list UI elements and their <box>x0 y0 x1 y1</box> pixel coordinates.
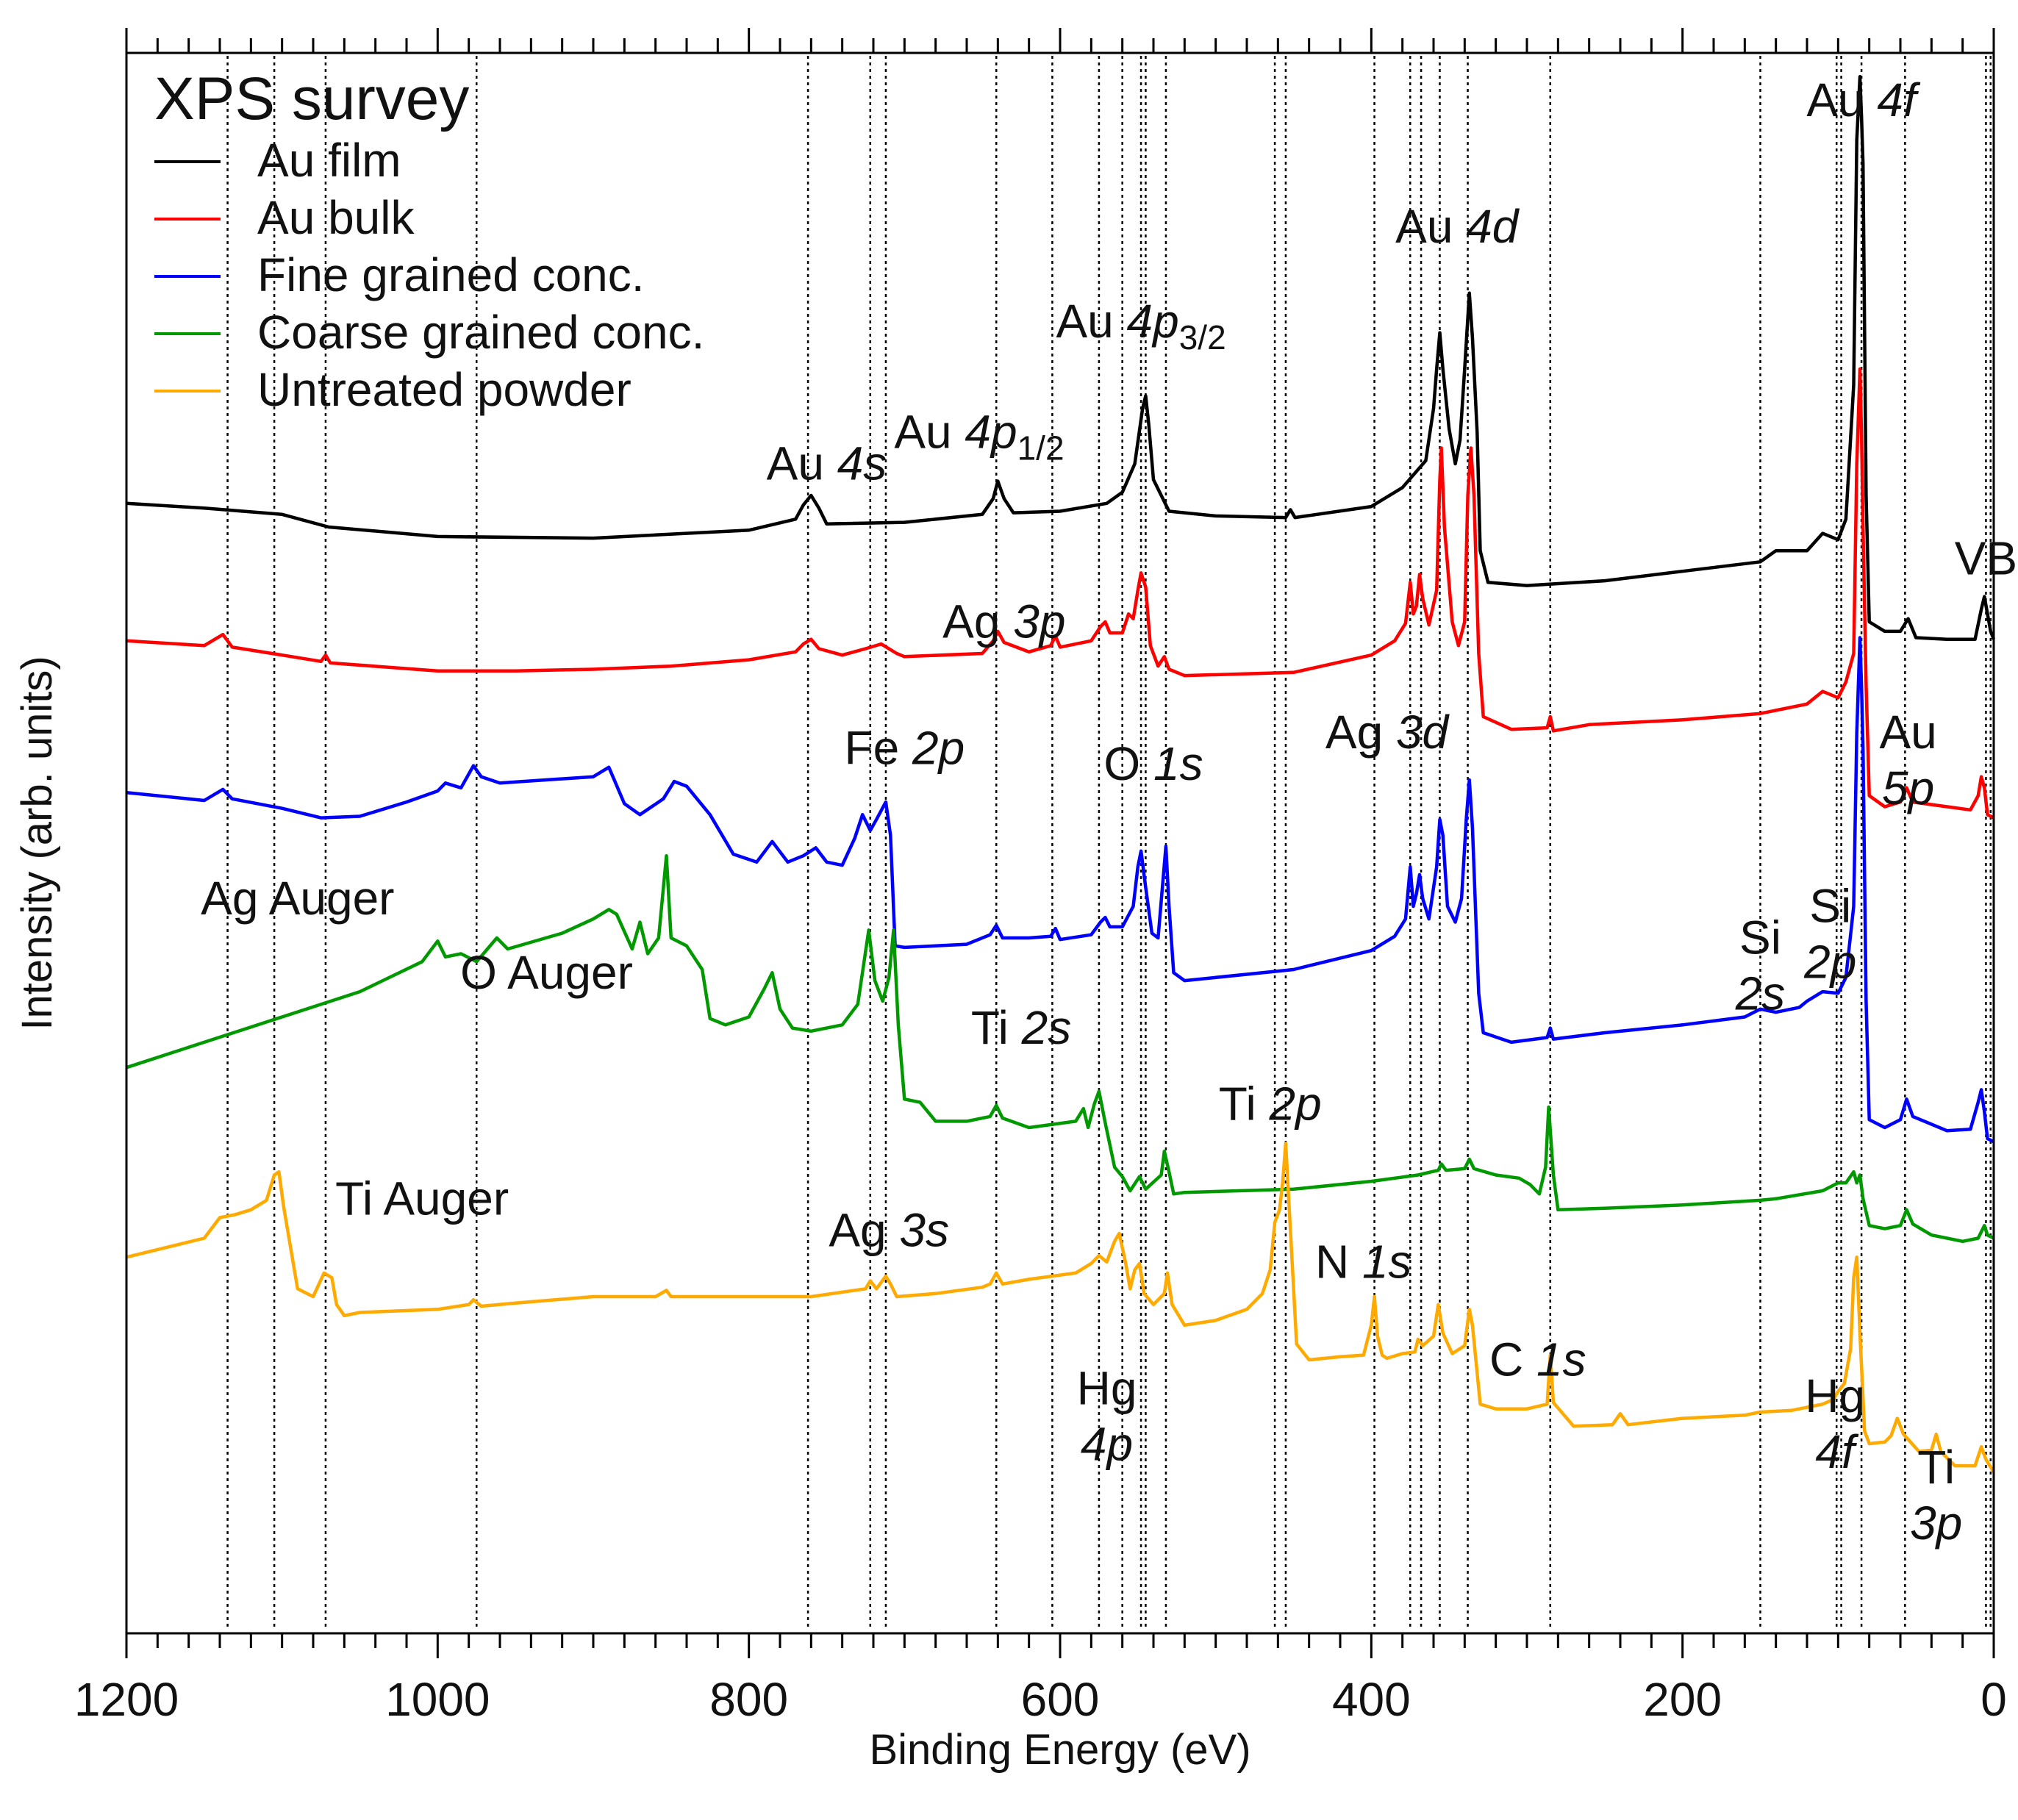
y-axis-title: Intensity (arb. units) <box>13 656 61 1030</box>
legend-label: Coarse grained conc. <box>257 306 704 359</box>
peak-label: Ti 3p <box>1910 1441 1962 1549</box>
x-tick-label: 600 <box>1021 1673 1100 1726</box>
series-line-coarse-grained-conc <box>126 853 1995 1244</box>
peak-label: O 1s <box>1103 737 1203 790</box>
series-layer <box>126 75 1996 1473</box>
peak-label: C 1s <box>1489 1333 1586 1386</box>
x-tick-label: 200 <box>1643 1673 1722 1726</box>
peak-label: Au 4s <box>767 437 887 490</box>
x-tick-label: 1000 <box>385 1673 490 1726</box>
peak-label: Si 2s <box>1735 911 1786 1020</box>
peak-label: N 1s <box>1315 1235 1412 1288</box>
x-tick-label: 800 <box>709 1673 788 1726</box>
series-line-au-bulk <box>126 367 1995 820</box>
x-axis-tick-labels: 1200 1000 800 600 400 200 0 <box>74 1673 2007 1726</box>
peak-label: Hg 4p <box>1077 1361 1137 1470</box>
legend-label: Fine grained conc. <box>257 248 645 301</box>
peak-label: Au 4f <box>1806 74 1921 126</box>
peak-label: Au 5p <box>1879 706 1936 814</box>
axes-layer: 1200 1000 800 600 400 200 0 <box>74 28 2007 1726</box>
peak-label: Hg 4f <box>1805 1369 1865 1478</box>
x-tick-label: 0 <box>1981 1673 2007 1726</box>
peak-label: Au 4d <box>1395 200 1520 253</box>
peak-label: Ti Auger <box>335 1172 509 1225</box>
peak-label: Au 4p1/2 <box>894 406 1064 467</box>
peak-label: Ti 2p <box>1219 1077 1322 1130</box>
series-line-untreated-powder <box>126 1142 1995 1473</box>
series-line-fine-grained-conc <box>126 636 1995 1144</box>
legend-label: Au bulk <box>257 191 415 244</box>
legend-label: Untreated powder <box>257 363 631 416</box>
x-axis-ticks <box>125 28 1995 1658</box>
peak-label: Ti 2s <box>971 1001 1071 1054</box>
peak-annotations: Au 4f Au 4d Au 4p3/2 Au 4p1/2Au 4s VB Ag 3p Ag… <box>201 74 2017 1549</box>
x-axis-title: Binding Energy (eV) <box>869 1726 1250 1774</box>
legend-label: Au film <box>257 134 401 187</box>
peak-label: VB <box>1955 532 2017 585</box>
peak-label: Ag 3s <box>829 1203 949 1256</box>
peak-label: Ag 3p <box>942 595 1065 648</box>
series-line-au-film <box>126 75 1996 641</box>
x-tick-label: 400 <box>1332 1673 1411 1726</box>
x-tick-label: 1200 <box>74 1673 179 1726</box>
peak-label: Ag 3d <box>1325 706 1450 759</box>
peak-label: Fe 2p <box>845 722 965 775</box>
peak-label: O Auger <box>460 946 633 999</box>
peak-label: Si 2p <box>1803 880 1856 989</box>
peak-label: Au 4p3/2 <box>1056 295 1226 357</box>
chart-title: XPS survey <box>154 65 469 132</box>
peak-label: Ag Auger <box>201 872 394 925</box>
